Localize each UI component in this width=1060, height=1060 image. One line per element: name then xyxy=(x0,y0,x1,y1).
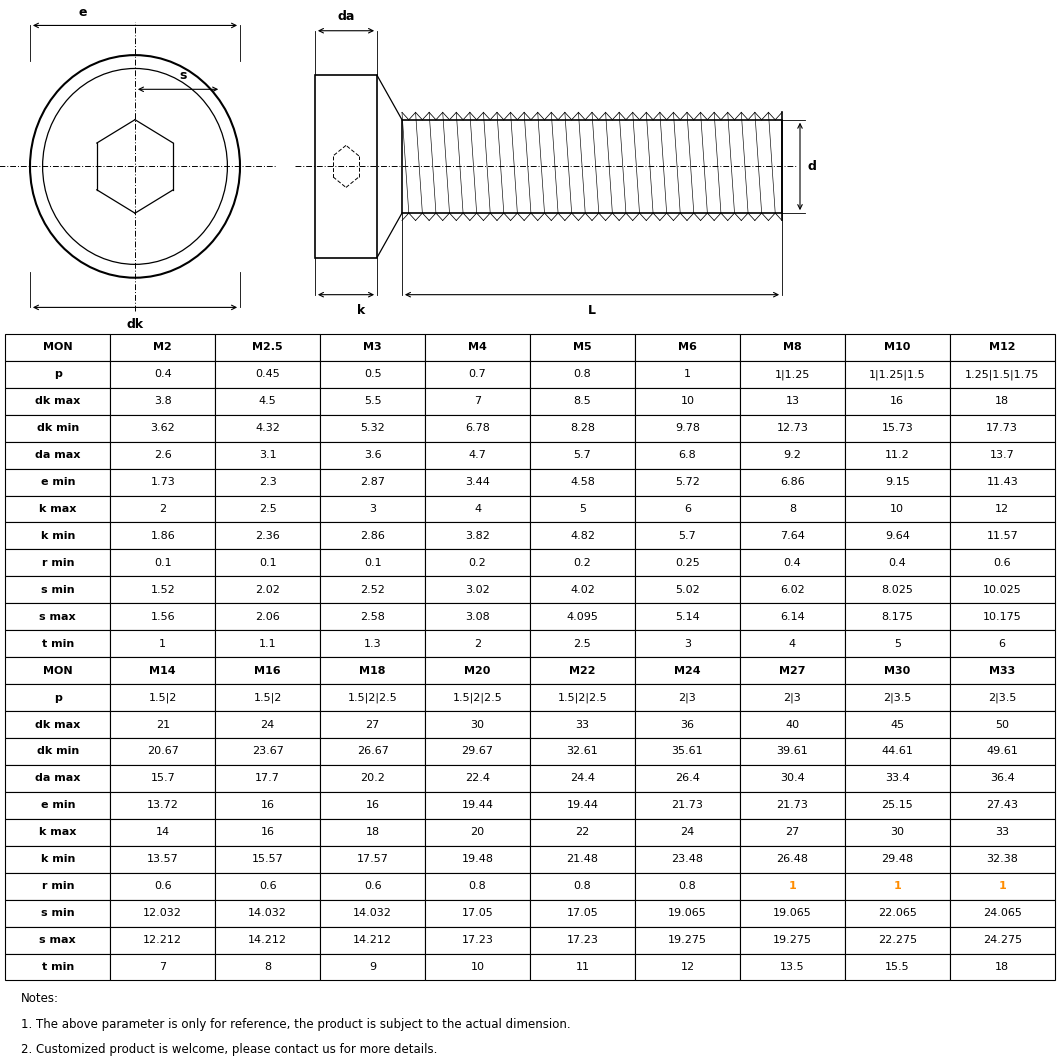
Text: d: d xyxy=(808,160,817,173)
Text: e: e xyxy=(78,6,87,19)
Bar xyxy=(315,75,377,258)
Text: 1. The above parameter is only for reference, the product is subject to the actu: 1. The above parameter is only for refer… xyxy=(21,1018,570,1031)
Text: dk: dk xyxy=(126,318,143,331)
Bar xyxy=(402,120,782,213)
Text: k: k xyxy=(357,304,365,317)
Text: s: s xyxy=(179,69,187,82)
Text: L: L xyxy=(588,304,596,317)
Text: da: da xyxy=(337,11,355,23)
Text: 2. Customized product is welcome, please contact us for more details.: 2. Customized product is welcome, please… xyxy=(21,1043,438,1057)
Text: Notes:: Notes: xyxy=(21,992,59,1006)
